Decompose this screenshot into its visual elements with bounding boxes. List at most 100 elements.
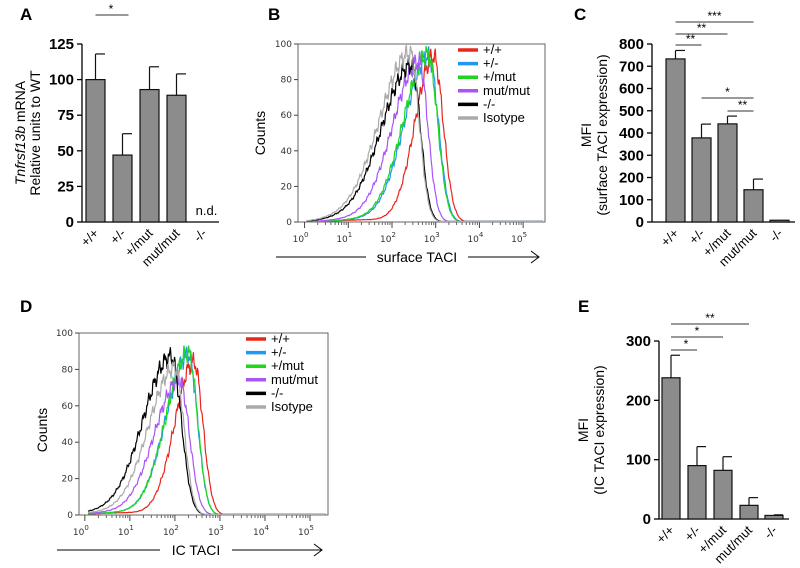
tick-base: 10 xyxy=(208,528,220,538)
x-tick-label: 102 xyxy=(380,231,396,245)
bar-+/- xyxy=(112,154,133,223)
histogram-curve-Isotype xyxy=(87,361,326,516)
bar-+/- xyxy=(687,465,707,520)
tick-exponent: 4 xyxy=(479,231,484,239)
tick-exponent: 0 xyxy=(304,231,308,239)
bar-+/mut xyxy=(713,469,733,520)
y-axis-label-unit: mRNA xyxy=(12,80,28,126)
significance-stars: * xyxy=(695,324,700,338)
arrow-head-icon xyxy=(313,543,323,557)
y-axis-label-line1: MFI xyxy=(575,418,591,442)
tick-base: 10 xyxy=(298,528,310,538)
y-tick-label: 100 xyxy=(275,40,292,50)
legend-label: +/+ xyxy=(271,331,290,346)
panel-letter-d: D xyxy=(20,297,32,316)
category-label: +/+ xyxy=(653,523,677,547)
tick-base: 10 xyxy=(73,528,85,538)
x-tick-label: 101 xyxy=(118,524,134,538)
panel-letter-c: C xyxy=(574,5,586,24)
tick-exponent: 5 xyxy=(309,524,313,532)
y-tick-label: 25 xyxy=(57,178,74,195)
tick-exponent: 1 xyxy=(129,524,133,532)
x-tick-label: 100 xyxy=(73,524,89,538)
tick-base: 10 xyxy=(511,235,523,245)
panel-letter-e: E xyxy=(578,297,589,316)
legend-label: +/+ xyxy=(483,42,502,57)
plot-frame xyxy=(78,332,329,516)
legend-label: +/- xyxy=(271,345,287,360)
x-tick-label: 101 xyxy=(336,231,352,245)
y-tick-label: 700 xyxy=(619,58,644,75)
x-tick-label: 104 xyxy=(467,231,483,245)
x-tick-label: 104 xyxy=(253,524,269,538)
gene-name: Tnfrsf13b xyxy=(12,126,28,185)
tick-base: 10 xyxy=(118,528,130,538)
y-axis-label-line2: Relative units to WT xyxy=(27,70,43,196)
y-axis-label-line1: Tnfrsf13b mRNA xyxy=(12,80,28,185)
tick-exponent: 3 xyxy=(435,231,439,239)
not-detected-label: n.d. xyxy=(196,203,218,218)
significance-stars: ** xyxy=(697,21,707,35)
tick-exponent: 2 xyxy=(391,231,395,239)
category-label: -/- xyxy=(761,523,780,542)
category-label: -/- xyxy=(190,226,209,245)
x-axis-label: surface TACI xyxy=(377,249,457,265)
y-tick-label: 0 xyxy=(67,511,73,521)
y-tick-label: 200 xyxy=(619,170,644,187)
category-label: -/- xyxy=(766,226,785,245)
x-axis-label: IC TACI xyxy=(172,542,221,558)
y-tick-label: 20 xyxy=(281,182,293,192)
bar-+/+ xyxy=(661,377,681,520)
tick-base: 10 xyxy=(467,235,479,245)
x-tick-label: 103 xyxy=(424,231,440,245)
y-tick-label: 50 xyxy=(57,143,74,160)
significance-stars: ** xyxy=(738,98,748,112)
bar-+/- xyxy=(691,137,712,223)
x-tick-label: 105 xyxy=(298,524,314,538)
significance-stars: * xyxy=(684,337,689,351)
y-tick-label: 200 xyxy=(626,392,651,409)
x-tick-label: 100 xyxy=(293,231,309,245)
y-tick-label: 80 xyxy=(281,76,293,86)
y-tick-label: 20 xyxy=(62,475,74,485)
y-axis-label-line2: (IC TACI expression) xyxy=(591,365,607,494)
tick-exponent: 2 xyxy=(174,524,178,532)
tick-exponent: 4 xyxy=(264,524,269,532)
legend-label: +/mut xyxy=(483,69,516,84)
tick-base: 10 xyxy=(163,528,175,538)
tick-exponent: 0 xyxy=(84,524,88,532)
bar-mut/mut xyxy=(739,504,759,520)
bar-+/+ xyxy=(85,78,106,223)
x-tick-label: 103 xyxy=(208,524,224,538)
legend-label: -/- xyxy=(483,96,495,111)
category-label: +/+ xyxy=(78,226,102,250)
significance-stars: ** xyxy=(686,32,696,46)
significance-stars: * xyxy=(109,2,114,16)
y-axis-label-line2: (surface TACI expression) xyxy=(594,54,610,215)
x-tick-label: 105 xyxy=(511,231,527,245)
tick-exponent: 5 xyxy=(523,231,527,239)
y-tick-label: 800 xyxy=(619,36,644,53)
bar-mut/mut xyxy=(166,94,187,223)
legend-label: mut/mut xyxy=(271,372,318,387)
x-tick-label: 102 xyxy=(163,524,179,538)
y-tick-label: 125 xyxy=(49,36,74,53)
category-label: +/+ xyxy=(658,226,682,250)
y-tick-label: 60 xyxy=(62,402,74,412)
legend-label: Isotype xyxy=(483,110,525,125)
tick-exponent: 3 xyxy=(219,524,223,532)
panel-letter-a: A xyxy=(20,5,32,24)
y-tick-label: 0 xyxy=(636,214,644,231)
bar-+/+ xyxy=(665,58,686,223)
significance-stars: * xyxy=(725,85,730,99)
legend-label: Isotype xyxy=(271,399,313,414)
legend-label: +/- xyxy=(483,56,499,71)
tick-base: 10 xyxy=(253,528,265,538)
bar--/- xyxy=(764,514,784,520)
tick-base: 10 xyxy=(380,235,392,245)
y-tick-label: 0 xyxy=(286,218,292,228)
tick-base: 10 xyxy=(336,235,348,245)
